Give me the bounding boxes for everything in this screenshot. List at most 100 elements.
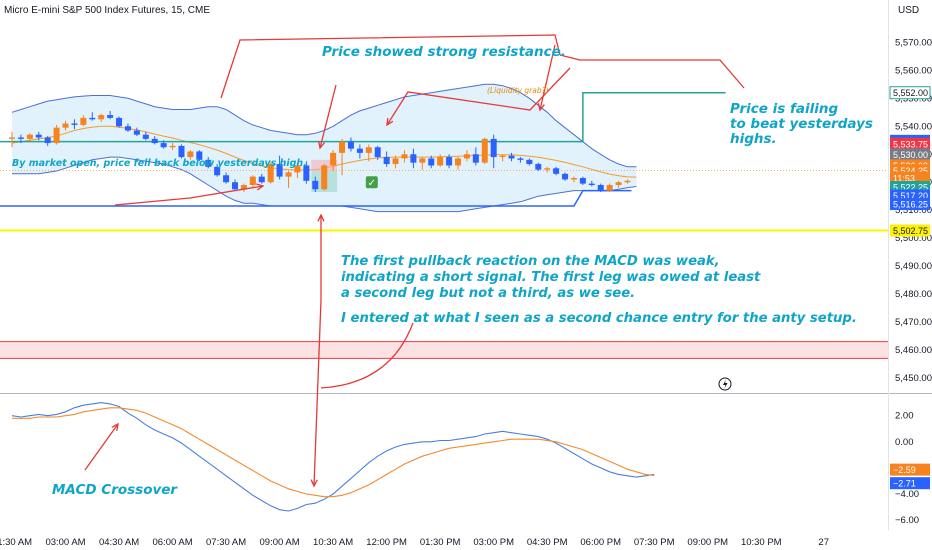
- price-tick-label: 5,480.00: [895, 289, 932, 300]
- candle-body: [615, 182, 622, 186]
- candle-body: [9, 137, 15, 139]
- failing-note-line-2: to beat yesterdays: [730, 116, 873, 132]
- candle-body: [490, 138, 497, 158]
- candle-body: [597, 185, 604, 191]
- price-tag: [890, 148, 930, 161]
- macd-tick-label: 0.00: [895, 437, 914, 448]
- entry-callout-curve[interactable]: [320, 322, 414, 389]
- price-tag-label: 5,522.25: [893, 182, 928, 192]
- candle-body: [374, 147, 381, 158]
- pullback-arrow-down[interactable]: [313, 299, 322, 487]
- candle-body: [187, 151, 194, 158]
- candle-body: [463, 154, 470, 159]
- pullback-arrow-up-head: [317, 213, 325, 222]
- entry-note: I entered at what I seen as a second cha…: [341, 311, 857, 326]
- failing-arrow[interactable]: [559, 54, 745, 89]
- macd-tag: [890, 463, 930, 476]
- price-tag-label: 5,517.20: [893, 191, 928, 201]
- macd-tick-label: 2.00: [895, 411, 914, 422]
- candle-body: [160, 143, 167, 148]
- candle-body: [35, 134, 42, 138]
- candle-body: [196, 151, 203, 160]
- price-tag-label: 5,552.00: [893, 88, 928, 98]
- candle-body: [446, 157, 453, 166]
- time-tick-label: 03:00 PM: [473, 537, 514, 548]
- candle-body: [321, 165, 328, 190]
- candle-body: [401, 154, 408, 159]
- liquidity-arrow[interactable]: [539, 44, 556, 111]
- candle-body: [499, 155, 506, 158]
- support-line[interactable]: [0, 189, 632, 207]
- lightning-icon-bolt: [723, 379, 728, 389]
- candle-body: [223, 175, 230, 183]
- pullback-note-line-2: indicating a short signal. The first leg…: [341, 270, 761, 285]
- candle-body: [133, 130, 140, 135]
- resistance-arrow-right-head: [386, 117, 394, 127]
- resistance-arrow-right[interactable]: [386, 67, 571, 126]
- candle-body: [294, 165, 301, 173]
- macd-tag-label: −2.71: [893, 479, 916, 489]
- macd-crossover-note: MACD Crossover: [52, 482, 178, 498]
- macd-tag-label: −2.59: [893, 465, 916, 475]
- price-tag-label: 5,524.25: [893, 166, 928, 176]
- candle-body: [53, 127, 60, 144]
- resistance-bracket[interactable]: [220, 34, 561, 99]
- candle-body: [258, 176, 265, 183]
- candle-body: [624, 180, 631, 183]
- price-tick-label: 5,500.00: [895, 233, 932, 244]
- candle-body: [410, 154, 417, 163]
- candle-body: [535, 164, 542, 170]
- candle-body: [169, 145, 176, 148]
- time-tick-label: 09:00 AM: [260, 537, 300, 548]
- pullback-note-line-3: a second leg but not a third, as we see.: [341, 286, 635, 301]
- resistance-step-line[interactable]: [573, 91, 726, 143]
- time-tick-label: 03:00 AM: [45, 537, 85, 548]
- candle-body: [526, 159, 533, 165]
- candle-body: [517, 158, 524, 160]
- price-tag: [890, 137, 930, 150]
- price-tick-label: 5,450.00: [895, 373, 932, 384]
- candle-body: [151, 138, 158, 144]
- candle-body: [240, 185, 247, 190]
- liquidity-arrow-head: [537, 103, 545, 112]
- currency-label[interactable]: USD: [898, 5, 919, 16]
- signal-line: [12, 407, 655, 498]
- time-tick-label: 06:00 AM: [152, 537, 192, 548]
- market-open-note: By market open, price fell back below ye…: [12, 158, 307, 169]
- time-tick-label: 01:30 PM: [420, 537, 461, 548]
- time-tick-label: 09:00 PM: [687, 537, 728, 548]
- price-tick-label: 5,570.00: [895, 37, 932, 48]
- candle-body: [26, 134, 33, 139]
- time-tick-label: 07:30 AM: [206, 537, 246, 548]
- price-tag-label: 5,533.75: [893, 139, 928, 149]
- price-tag: [890, 224, 930, 237]
- liquidity-note: (Liquidity grab?): [487, 86, 549, 95]
- candle-body: [80, 117, 87, 125]
- price-tick-label: 5,510.00: [895, 205, 932, 216]
- price-tick-label: 5,470.00: [895, 317, 932, 328]
- failing-note-line-3: highs.: [730, 131, 777, 147]
- resistance-arrow-left-head: [317, 141, 326, 150]
- time-tick-label: 27: [818, 537, 829, 548]
- time-tick-label: 06:00 PM: [580, 537, 621, 548]
- candle-body: [356, 148, 363, 153]
- candle-body: [588, 183, 595, 186]
- resistance-arrow-left[interactable]: [319, 84, 337, 149]
- bollinger-fill: [12, 84, 637, 212]
- candle-body: [392, 158, 399, 165]
- macd-crossover-arrow[interactable]: [84, 423, 119, 471]
- supply-zone: [0, 341, 888, 359]
- candle-body: [232, 182, 238, 190]
- time-tick-label: 04:30 PM: [527, 537, 568, 548]
- resistance-note: Price showed strong resistance.: [322, 44, 566, 60]
- candle-body: [312, 180, 319, 190]
- market-open-arrow[interactable]: [114, 185, 264, 206]
- price-tag-label: 5,530.00: [893, 150, 928, 160]
- failing-note-line-1: Price is failing: [730, 101, 838, 117]
- price-tick-label: 5,490.00: [895, 261, 932, 272]
- price-tag-label: 5,502.75: [893, 226, 928, 236]
- candle-body: [285, 172, 292, 177]
- candle-body: [107, 115, 114, 118]
- macd-line: [11, 402, 655, 512]
- pullback-arrow-down-head: [310, 479, 318, 488]
